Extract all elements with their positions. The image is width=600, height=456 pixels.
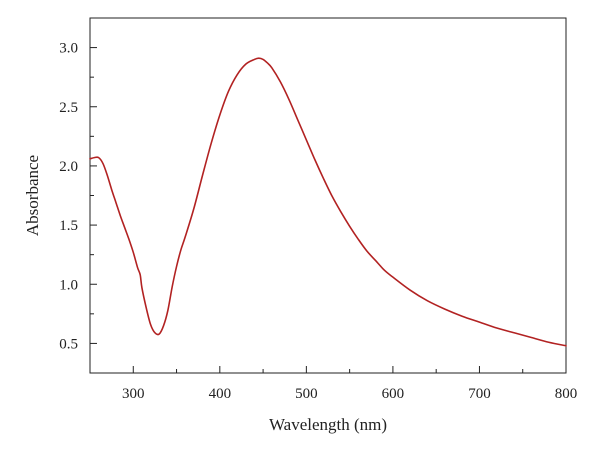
y-tick-label: 2.0 xyxy=(59,159,78,175)
y-tick-label: 0.5 xyxy=(59,336,78,352)
series-layer xyxy=(89,57,567,347)
y-tick-label: 3.0 xyxy=(59,41,78,57)
y-axis-title: Absorbance xyxy=(23,155,42,236)
y-tick-label: 2.5 xyxy=(59,100,78,116)
y-tick-label: 1.5 xyxy=(59,218,78,234)
x-tick-label: 600 xyxy=(382,386,405,402)
y-tick-label: 1.0 xyxy=(59,277,78,293)
x-tick-label: 700 xyxy=(468,386,491,402)
x-tick-label: 300 xyxy=(122,386,145,402)
x-axis-ticks: 300 400 500 600 700 800 xyxy=(89,366,578,402)
plot-frame xyxy=(89,17,567,374)
y-axis-ticks: 0.5 1.0 1.5 2.0 2.5 3.0 xyxy=(59,17,97,374)
x-tick-label: 800 xyxy=(555,386,578,402)
x-tick-label: 400 xyxy=(209,386,232,402)
plot-area xyxy=(89,17,567,374)
absorbance-line xyxy=(89,57,567,347)
x-axis-title: Wavelength (nm) xyxy=(269,415,387,434)
x-tick-label: 500 xyxy=(295,386,318,402)
